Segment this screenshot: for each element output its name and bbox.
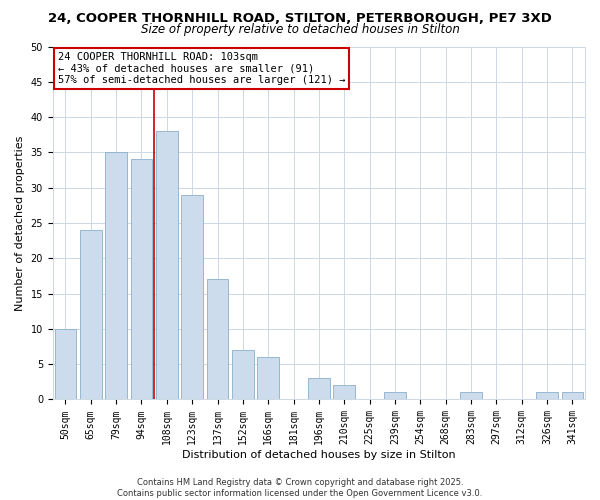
Bar	[131, 160, 152, 400]
Bar	[334, 386, 355, 400]
Bar	[156, 131, 178, 400]
Bar	[384, 392, 406, 400]
Bar	[181, 194, 203, 400]
Bar	[232, 350, 254, 400]
Bar	[257, 357, 279, 400]
Bar	[55, 329, 76, 400]
Text: 24, COOPER THORNHILL ROAD, STILTON, PETERBOROUGH, PE7 3XD: 24, COOPER THORNHILL ROAD, STILTON, PETE…	[48, 12, 552, 26]
Text: Size of property relative to detached houses in Stilton: Size of property relative to detached ho…	[140, 22, 460, 36]
Bar	[106, 152, 127, 400]
Bar	[207, 280, 228, 400]
Text: 24 COOPER THORNHILL ROAD: 103sqm
← 43% of detached houses are smaller (91)
57% o: 24 COOPER THORNHILL ROAD: 103sqm ← 43% o…	[58, 52, 346, 85]
Y-axis label: Number of detached properties: Number of detached properties	[15, 136, 25, 310]
Bar	[460, 392, 482, 400]
Bar	[536, 392, 558, 400]
Bar	[80, 230, 101, 400]
Bar	[308, 378, 329, 400]
Bar	[562, 392, 583, 400]
X-axis label: Distribution of detached houses by size in Stilton: Distribution of detached houses by size …	[182, 450, 456, 460]
Text: Contains HM Land Registry data © Crown copyright and database right 2025.
Contai: Contains HM Land Registry data © Crown c…	[118, 478, 482, 498]
